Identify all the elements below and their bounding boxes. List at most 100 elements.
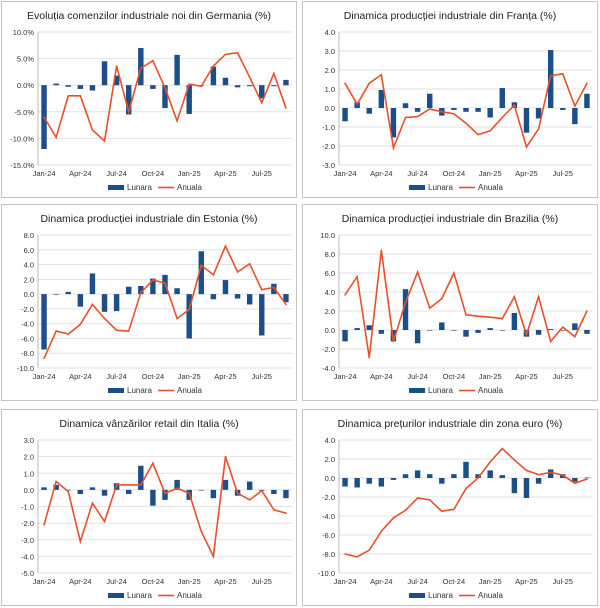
point-anuala — [513, 459, 516, 461]
x-tick-label: Apr-24 — [370, 169, 393, 178]
x-tick-label: Apr-24 — [69, 577, 92, 586]
point-anuala — [537, 295, 540, 298]
y-tick-label: 8.0 — [325, 250, 335, 259]
point-anuala — [43, 523, 45, 526]
legend-label-anuala: Anuala — [478, 183, 503, 192]
point-anuala — [465, 314, 467, 316]
x-tick-label: Apr-24 — [69, 169, 92, 178]
x-tick-label: Jul-24 — [407, 169, 427, 178]
point-anuala — [236, 271, 239, 273]
point-anuala — [574, 482, 576, 485]
point-anuala — [43, 357, 45, 360]
legend-label-lunara: Lunara — [127, 386, 152, 395]
bar-lunara — [89, 85, 96, 91]
bar-lunara — [246, 481, 253, 490]
bar-lunara — [547, 469, 554, 478]
x-tick-label: Oct-24 — [443, 169, 466, 178]
x-tick-label: Jul-24 — [407, 577, 427, 586]
point-anuala — [212, 65, 215, 67]
y-tick-label: 3.0 — [24, 436, 34, 445]
bar-lunara — [499, 88, 506, 108]
point-anuala — [79, 95, 82, 97]
bar-lunara — [125, 489, 132, 495]
point-anuala — [140, 291, 142, 294]
x-tick-label: Apr-25 — [515, 169, 538, 178]
bar-lunara — [402, 103, 409, 108]
bar-lunara — [366, 325, 372, 330]
legend-label-lunara: Lunara — [428, 183, 453, 192]
x-tick-label: Jan-24 — [334, 577, 357, 586]
point-anuala — [465, 122, 467, 124]
x-tick-label: Jul-25 — [252, 372, 272, 381]
point-anuala — [79, 323, 82, 326]
point-anuala — [356, 556, 358, 558]
bar-lunara — [584, 477, 590, 479]
point-anuala — [368, 82, 371, 85]
y-tick-label: 0.0% — [17, 81, 34, 90]
point-anuala — [103, 317, 106, 320]
point-anuala — [260, 489, 263, 492]
x-tick-label: Apr-25 — [214, 577, 237, 586]
y-tick-label: 8.0 — [24, 231, 34, 240]
x-tick-label: Jan-24 — [33, 169, 56, 178]
bar-lunara — [65, 291, 71, 295]
bar-lunara — [174, 54, 180, 86]
bar-lunara — [378, 478, 385, 487]
point-anuala — [285, 512, 287, 514]
chart-france-production: Dinamica producției industriale din Fran… — [302, 1, 598, 198]
point-anuala — [260, 288, 263, 291]
bar-lunara — [65, 85, 71, 87]
x-tick-label: Jan-25 — [479, 372, 502, 381]
point-anuala — [477, 133, 479, 136]
y-tick-label: 2.0 — [325, 66, 335, 75]
point-anuala — [477, 477, 479, 479]
bar-lunara — [271, 489, 277, 495]
legend-swatch-lunara — [108, 593, 124, 598]
point-anuala — [489, 461, 491, 463]
point-anuala — [248, 263, 251, 265]
y-tick-label: 0.0 — [325, 474, 335, 483]
bar-lunara — [186, 294, 192, 339]
point-anuala — [260, 101, 263, 104]
point-anuala — [212, 274, 215, 276]
point-anuala — [273, 72, 275, 75]
bar-lunara — [77, 85, 84, 89]
bar-lunara — [174, 288, 180, 295]
y-tick-label: 4.0 — [325, 436, 335, 445]
point-anuala — [273, 509, 275, 511]
bar-lunara — [390, 478, 397, 480]
legend-swatch-lunara — [409, 593, 425, 598]
y-tick-label: 0.0 — [24, 486, 34, 495]
x-tick-label: Jan-25 — [178, 169, 201, 178]
bar-lunara — [426, 93, 433, 108]
point-anuala — [188, 492, 190, 494]
y-tick-label: 0.0 — [24, 290, 34, 299]
bar-lunara — [246, 85, 253, 87]
y-tick-label: -2.0 — [322, 142, 335, 151]
bar-lunara — [53, 484, 59, 490]
x-tick-label: Jan-24 — [33, 372, 56, 381]
y-tick-label: -5.0 — [21, 569, 34, 578]
point-anuala — [176, 317, 178, 320]
bar-lunara — [414, 470, 421, 478]
point-anuala — [441, 297, 443, 300]
bar-lunara — [572, 478, 578, 482]
bar-lunara — [414, 330, 421, 344]
y-tick-label: -3.0 — [322, 161, 335, 170]
bar-lunara — [402, 474, 409, 478]
point-anuala — [224, 245, 227, 247]
bar-lunara — [475, 108, 481, 112]
bar-lunara — [487, 108, 493, 118]
bar-lunara — [451, 330, 457, 331]
bar-lunara — [366, 478, 372, 484]
point-anuala — [103, 140, 106, 142]
bar-lunara — [475, 474, 481, 478]
point-anuala — [285, 303, 287, 306]
point-anuala — [501, 447, 504, 450]
bar-lunara — [560, 330, 566, 331]
point-anuala — [416, 497, 419, 499]
chart-svg: -3.0 -2.0 -1.0 0.0 1.0 2.0 3.0 4.0 Jan-24 Apr-24 J… — [322, 28, 593, 192]
point-anuala — [489, 130, 491, 132]
point-anuala — [200, 264, 203, 267]
y-tick-label: -10.0 — [17, 364, 34, 373]
